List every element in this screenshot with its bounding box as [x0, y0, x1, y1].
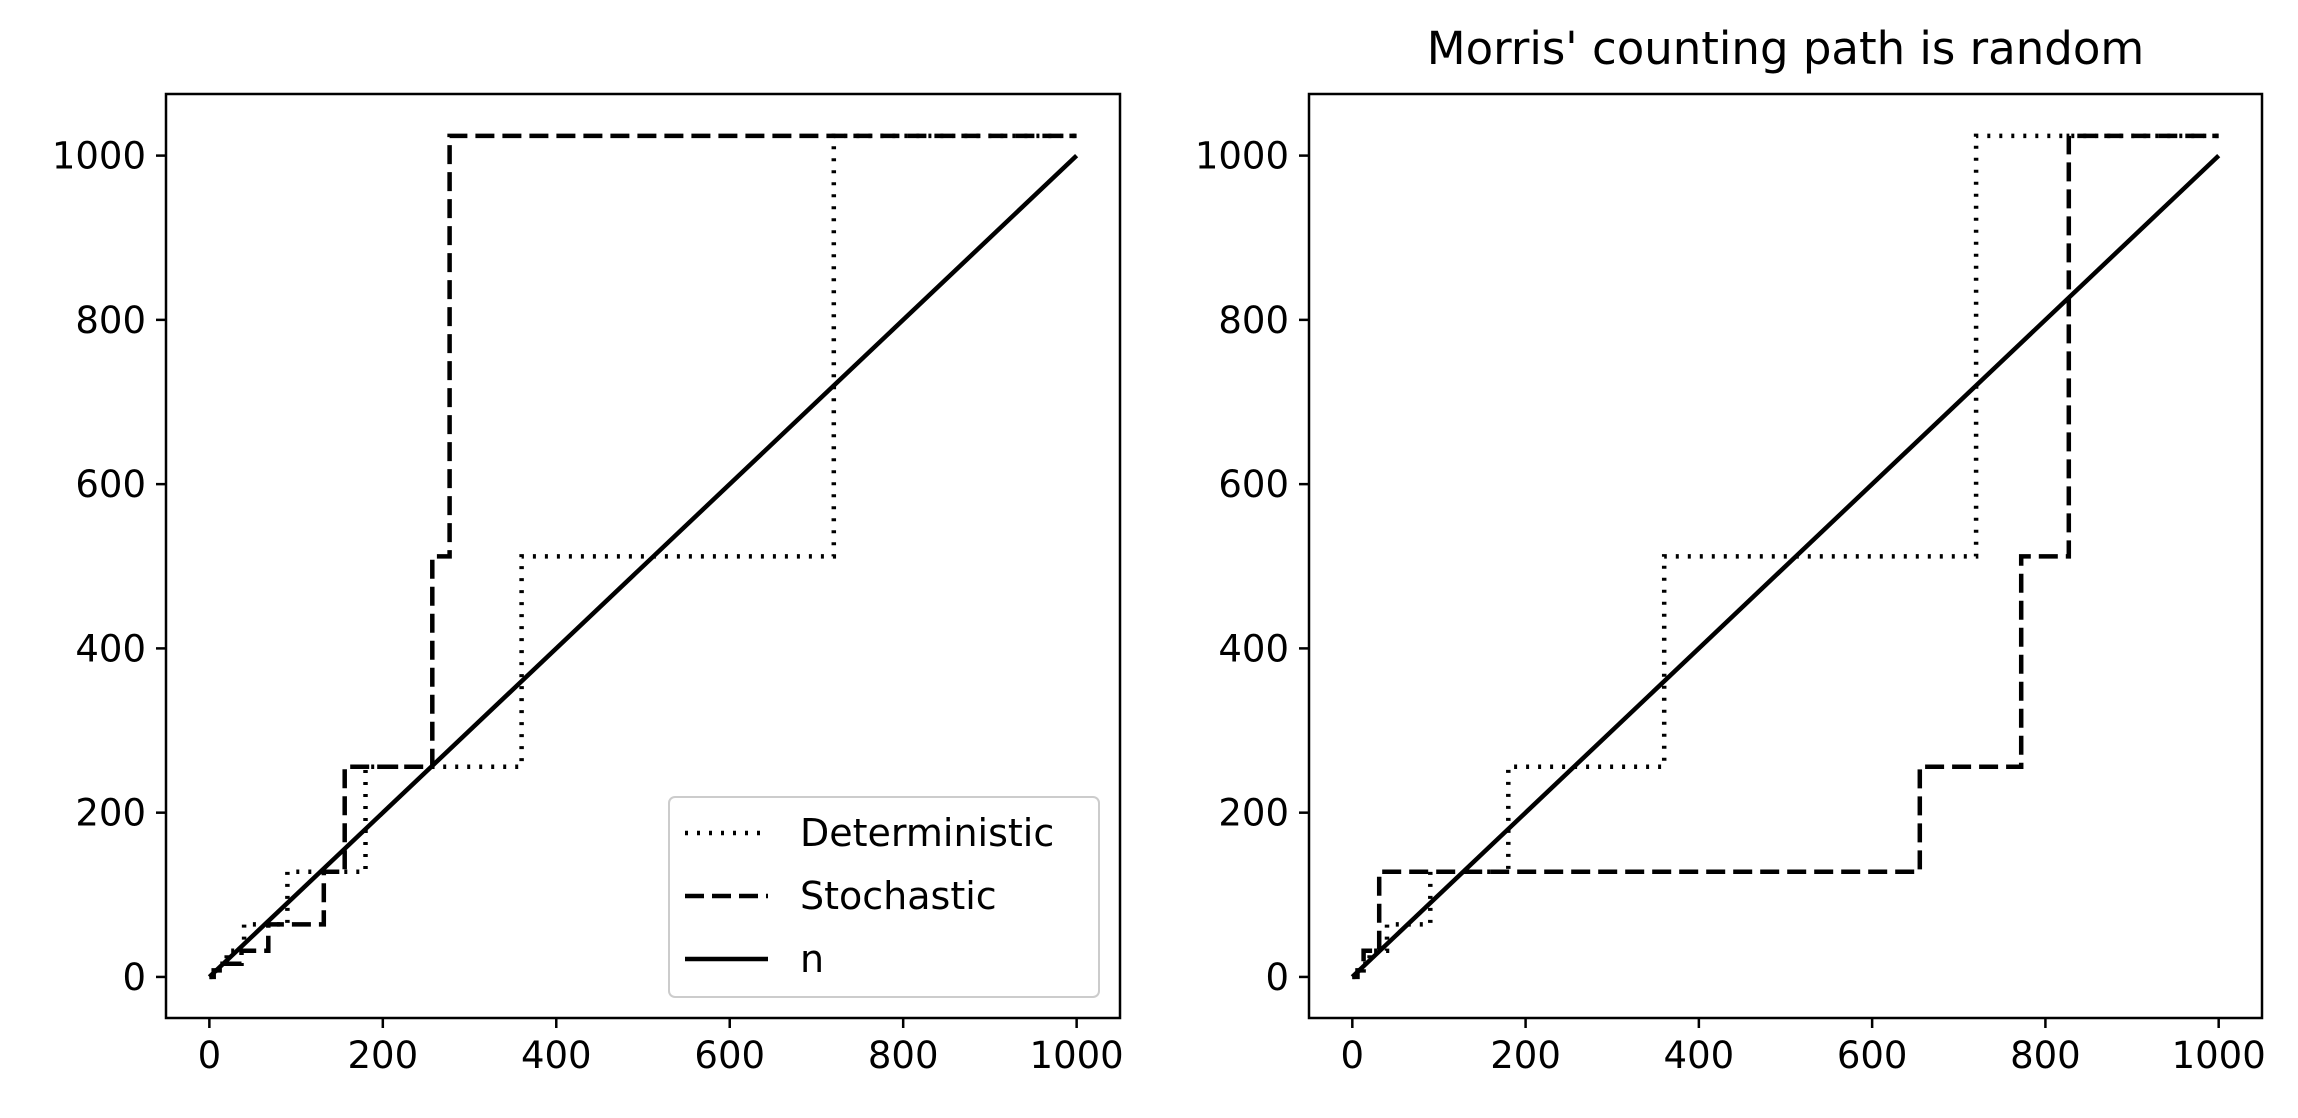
- right-x-tick-label: 800: [2010, 1034, 2081, 1077]
- left-series-dashed-line: [209, 133, 1077, 980]
- left-y-tick-label: 600: [75, 463, 146, 506]
- right-y-tick-label: 1000: [1195, 135, 1289, 178]
- left-y-tick-label: 0: [122, 956, 146, 999]
- left-series-solid-line: [207, 153, 1079, 979]
- right-axes-frame: [1307, 92, 2264, 1020]
- legend-box: [668, 796, 1100, 998]
- right-x-tick-label: 400: [1664, 1034, 1735, 1077]
- right-x-tick-label: 1000: [2172, 1034, 2266, 1077]
- right-y-tick-label: 600: [1218, 463, 1289, 506]
- right-series-solid-line: [1350, 153, 2221, 979]
- chart-right: 0 200 400 600 800 1000 0 200 400 600 800 1000 Morris…: [1195, 22, 2266, 1077]
- legend-label: Deterministic: [800, 811, 1054, 855]
- left-x-tick-label: 600: [694, 1034, 765, 1077]
- left-x-tick-label: 800: [868, 1034, 939, 1077]
- left-x-tick-label: 1000: [1030, 1034, 1124, 1077]
- right-y-tick-label: 400: [1218, 627, 1289, 670]
- right-x-tick-label: 0: [1341, 1034, 1365, 1077]
- right-x-tick-label: 600: [1837, 1034, 1908, 1077]
- chart-left: 0 200 400 600 800 1000 0 200 400 600 800 1000 Determ…: [52, 92, 1124, 1077]
- right-y-tick-label: 0: [1265, 956, 1289, 999]
- right-chart-title: Morris' counting path is random: [1427, 22, 2144, 75]
- left-x-tick-label: 400: [521, 1034, 592, 1077]
- right-y-tick-label: 800: [1218, 299, 1289, 342]
- left-y-tick-label: 1000: [52, 135, 146, 178]
- legend-label: Stochastic: [800, 874, 997, 918]
- right-x-tick-label: 200: [1490, 1034, 1561, 1077]
- left-y-tick-label: 200: [75, 792, 146, 835]
- left-y-tick-label: 800: [75, 299, 146, 342]
- left-x-tick-label: 200: [348, 1034, 419, 1077]
- left-x-tick-label: 0: [198, 1034, 222, 1077]
- right-y-tick-label: 200: [1218, 792, 1289, 835]
- legend-label: n: [800, 937, 824, 981]
- left-legend: Deterministic Stochastic n: [668, 796, 1100, 998]
- left-y-tick-label: 400: [75, 627, 146, 670]
- left-axes-frame: [164, 92, 1122, 1020]
